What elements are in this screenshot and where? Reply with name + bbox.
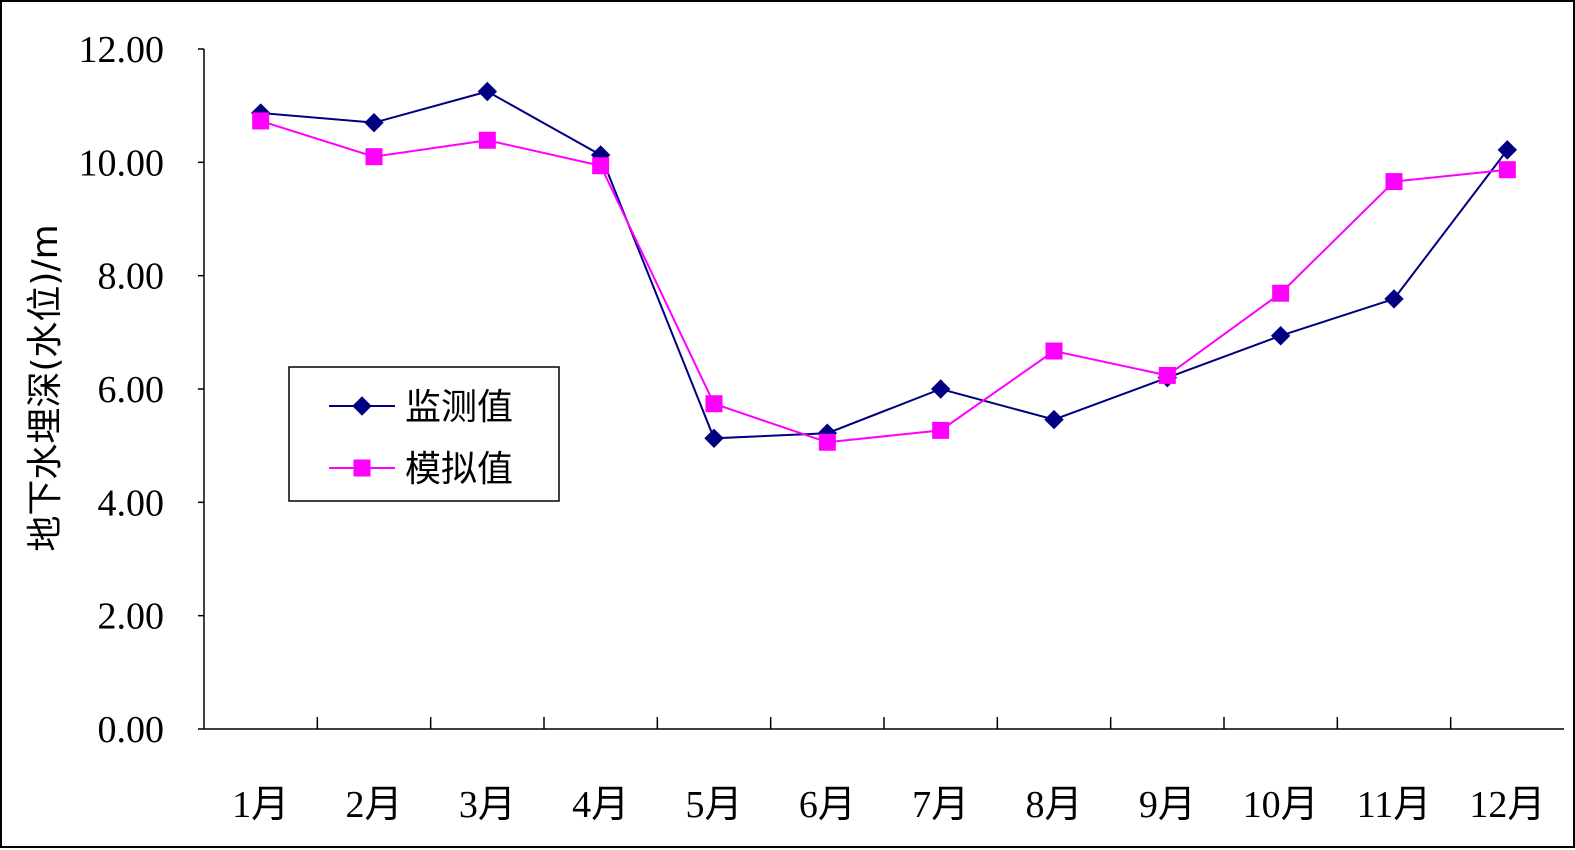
data-point [1498,161,1516,179]
x-tick-label: 10月 [1243,784,1319,826]
x-tick-label: 7月 [912,784,969,826]
x-tick-label: 9月 [1139,784,1196,826]
legend-item: 监测值 [329,387,513,428]
data-point [1044,409,1064,430]
x-tick-label: 5月 [685,784,742,826]
legend-marker [353,459,371,477]
y-tick-label: 4.00 [98,482,165,524]
x-tick-label: 6月 [799,784,856,826]
data-point [1384,289,1404,309]
data-point [704,428,724,449]
data-point [932,421,950,439]
legend-box [288,366,560,502]
series-layer [250,81,1518,451]
data-point [818,433,836,451]
y-tick-label: 8.00 [98,256,165,298]
data-point [592,157,610,175]
data-point [1272,284,1290,302]
data-point [252,112,270,130]
x-tick-label: 3月 [459,784,516,826]
data-point [478,131,496,149]
y-tick-label: 0.00 [98,709,165,751]
legend-marker [352,396,372,416]
y-tick-label: 6.00 [98,369,165,411]
x-axis-ticks: 1月 2月 3月 4月 5月 6月 7月 8月 9月 10月 11月 12月 [232,717,1545,826]
y-tick-label: 2.00 [98,596,165,638]
legend-label: 监测值 [405,387,513,428]
y-tick-label: 12.00 [79,29,165,71]
data-point [1270,326,1291,346]
x-tick-label: 12月 [1469,784,1545,826]
x-tick-label: 4月 [572,784,629,826]
data-point [365,148,383,166]
y-axis-ticks: 0.00 2.00 4.00 6.00 8.00 10.00 12.00 [79,29,204,751]
series-line [260,120,1508,444]
legend-label: 模拟值 [405,449,513,490]
data-point [1158,366,1176,384]
x-tick-label: 1月 [232,784,289,826]
data-point [705,395,723,413]
series-2 [252,112,1516,451]
x-tick-label: 11月 [1357,784,1432,826]
x-tick-label: 2月 [345,784,402,826]
y-tick-label: 10.00 [79,142,165,184]
series-line [260,90,1509,440]
data-point [1497,140,1518,160]
data-point [1045,342,1063,360]
data-point [930,379,951,399]
series-1 [250,81,1518,449]
data-point [477,81,498,102]
legend-item: 模拟值 [329,449,513,490]
data-point [364,112,384,133]
y-axis-title: 地下水埋深(水位)/m [25,224,66,551]
data-point [1385,173,1403,191]
x-tick-label: 8月 [1025,784,1082,826]
